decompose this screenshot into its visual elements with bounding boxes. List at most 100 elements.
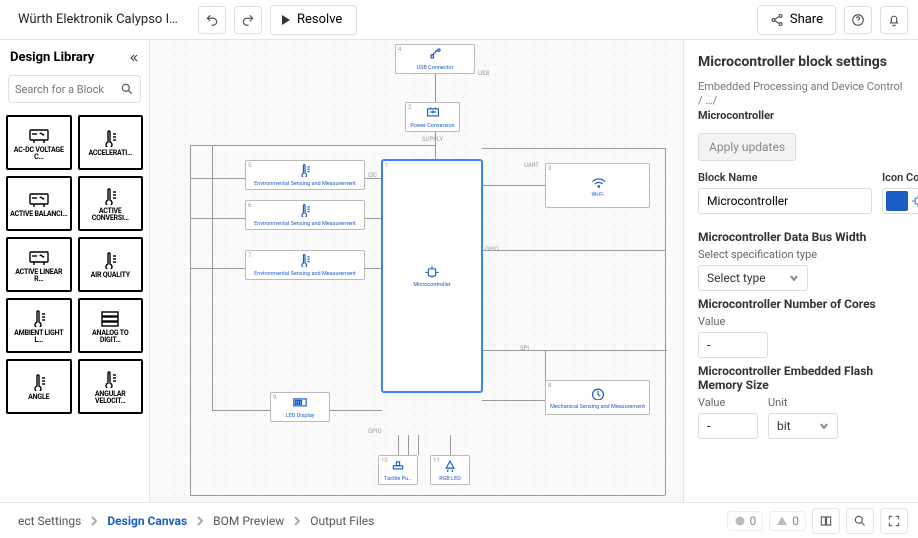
- library-block[interactable]: ANALOG TO DIGIT…: [78, 298, 144, 353]
- collapse-icon[interactable]: [127, 52, 139, 64]
- wire[interactable]: [398, 435, 399, 455]
- undo-button[interactable]: [198, 6, 226, 34]
- canvas-node[interactable]: 11 RGB LED: [430, 455, 470, 485]
- wire[interactable]: [365, 218, 382, 219]
- play-icon: [281, 15, 291, 25]
- resolve-button[interactable]: Resolve: [270, 5, 357, 35]
- bottom-tab[interactable]: Design Canvas: [99, 508, 195, 534]
- library-block-label: ACTIVE LINEAR R…: [8, 269, 70, 283]
- wire[interactable]: [330, 410, 382, 411]
- error-count: 0: [750, 514, 757, 528]
- wire[interactable]: [435, 74, 436, 102]
- library-block-icon: [27, 125, 51, 145]
- zoom-icon: [853, 514, 867, 528]
- wire[interactable]: [408, 435, 409, 455]
- chevron-right-icon: [197, 516, 203, 526]
- wire[interactable]: [482, 350, 667, 351]
- library-block[interactable]: ACCELERATI…: [78, 115, 144, 170]
- help-button[interactable]: [844, 6, 872, 34]
- design-canvas[interactable]: 4 USB Connector 2 Power Conversion 5 Env…: [150, 40, 683, 502]
- library-block[interactable]: AMBIENT LIGHT L…: [6, 298, 72, 353]
- share-button[interactable]: Share: [757, 5, 836, 35]
- canvas-node[interactable]: 10 Tactile Pu…: [378, 455, 418, 485]
- library-block-label: ACTIVE BALANCI…: [8, 211, 69, 218]
- value-input[interactable]: [698, 332, 768, 358]
- library-block[interactable]: AIR QUALITY: [78, 237, 144, 292]
- library-block[interactable]: ACTIVE BALANCI…: [6, 176, 72, 231]
- design-library-sidebar: Design Library AC-DC VOLTAGE C… ACCELERA…: [0, 40, 150, 502]
- bell-icon: [887, 13, 901, 27]
- node-index: 3: [548, 165, 551, 172]
- wire[interactable]: [190, 268, 245, 269]
- node-icon: [589, 174, 607, 190]
- library-block[interactable]: ACTIVE CONVERSI…: [78, 176, 144, 231]
- canvas-node[interactable]: 3 Wi-Fi: [545, 163, 650, 208]
- share-icon: [770, 13, 784, 27]
- unit-label: Unit: [768, 396, 838, 409]
- wire[interactable]: [190, 145, 435, 146]
- node-icon: [424, 264, 440, 280]
- canvas-node[interactable]: 6 Environmental Sensing and Measurement: [245, 200, 365, 230]
- library-block[interactable]: ACTIVE LINEAR R…: [6, 237, 72, 292]
- wire[interactable]: [212, 410, 270, 411]
- node-label: Mechanical Sensing and Measurement: [550, 404, 645, 410]
- library-block-icon: [27, 308, 51, 328]
- library-block[interactable]: AC-DC VOLTAGE C…: [6, 115, 72, 170]
- node-label: RGB LED: [439, 476, 461, 482]
- library-block-label: ANGLE: [26, 394, 51, 401]
- field-sublabel: Value: [698, 315, 904, 328]
- library-block-label: AMBIENT LIGHT L…: [8, 330, 70, 344]
- search-input[interactable]: [15, 83, 120, 96]
- bottom-tab[interactable]: Output Files: [302, 508, 382, 534]
- wire[interactable]: [418, 435, 419, 455]
- select-input[interactable]: Select type: [698, 265, 808, 291]
- canvas-node[interactable]: 4 USB Connector: [395, 44, 475, 74]
- wire[interactable]: [482, 400, 545, 401]
- notifications-button[interactable]: [880, 6, 908, 34]
- library-block-icon: [27, 189, 51, 209]
- canvas-node[interactable]: 1 Microcontroller: [382, 160, 482, 392]
- fullscreen-button[interactable]: [880, 508, 908, 534]
- canvas-node[interactable]: 7 Environmental Sensing and Measurement: [245, 250, 365, 280]
- field-sublabel: Value: [698, 396, 758, 409]
- redo-button[interactable]: [234, 6, 262, 34]
- library-block[interactable]: ANGULAR VELOCIT…: [78, 359, 144, 414]
- resolve-label: Resolve: [297, 12, 342, 27]
- node-index: 9: [273, 394, 276, 401]
- wire[interactable]: [482, 185, 545, 186]
- icon-color-picker[interactable]: [882, 188, 918, 214]
- wire[interactable]: [482, 148, 665, 149]
- wire[interactable]: [212, 145, 213, 410]
- wire[interactable]: [365, 268, 382, 269]
- node-index: 2: [408, 104, 411, 111]
- library-block-label: AIR QUALITY: [89, 272, 132, 279]
- wire[interactable]: [545, 250, 665, 251]
- library-block-icon: [27, 372, 51, 392]
- value-input[interactable]: [698, 413, 758, 439]
- library-block[interactable]: ANGLE: [6, 359, 72, 414]
- wire[interactable]: [190, 218, 245, 219]
- wire[interactable]: [190, 178, 245, 179]
- port-label: UART: [524, 162, 539, 169]
- canvas-node[interactable]: 9 LED Display: [270, 392, 330, 422]
- wire[interactable]: [450, 435, 451, 455]
- node-label: Environmental Sensing and Measurement: [254, 181, 356, 187]
- wire[interactable]: [190, 495, 665, 496]
- library-block-icon: [27, 247, 51, 267]
- wire[interactable]: [190, 145, 191, 495]
- warning-count-chip[interactable]: 0: [769, 511, 806, 531]
- wire[interactable]: [665, 148, 666, 495]
- error-count-chip[interactable]: 0: [727, 511, 764, 531]
- guide-toggle[interactable]: [812, 508, 840, 534]
- zoom-button[interactable]: [846, 508, 874, 534]
- canvas-node[interactable]: 2 Power Conversion: [405, 102, 460, 132]
- main-area: Design Library AC-DC VOLTAGE C… ACCELERA…: [0, 40, 918, 502]
- field-title: Microcontroller Embedded Flash Memory Si…: [698, 364, 904, 392]
- block-name-input[interactable]: [698, 188, 872, 214]
- canvas-node[interactable]: 8 Mechanical Sensing and Measurement: [545, 380, 650, 415]
- bottom-tab[interactable]: ect Settings: [10, 508, 89, 534]
- bottom-tab[interactable]: BOM Preview: [205, 508, 292, 534]
- apply-updates-button[interactable]: Apply updates: [698, 133, 796, 161]
- unit-select[interactable]: bit: [768, 413, 838, 439]
- canvas-node[interactable]: 5 Environmental Sensing and Measurement: [245, 160, 365, 190]
